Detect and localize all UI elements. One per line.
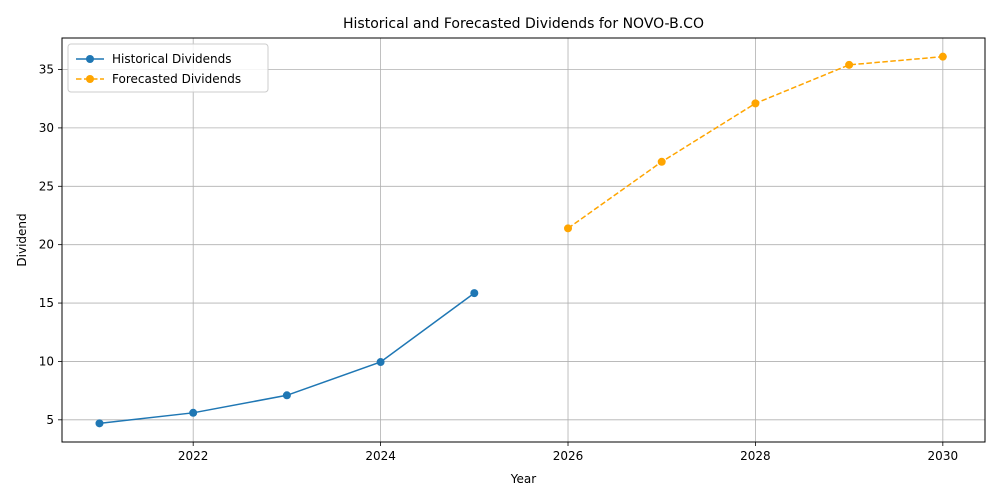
y-tick-label: 15 <box>39 296 54 310</box>
y-axis-ticks: 5 10 15 20 25 30 35 <box>39 63 62 427</box>
y-axis-label: Dividend <box>15 213 29 266</box>
legend-marker <box>86 55 94 63</box>
grid <box>62 38 985 442</box>
data-point <box>938 52 947 61</box>
data-point <box>470 289 479 298</box>
y-tick-label: 35 <box>39 63 54 77</box>
legend-box <box>67 43 269 93</box>
x-axis-label: Year <box>510 472 536 486</box>
y-tick-label: 10 <box>39 354 54 368</box>
series-line <box>99 292 475 425</box>
series-0 <box>95 289 479 428</box>
data-point <box>189 408 198 417</box>
x-tick-label: 2022 <box>178 449 209 463</box>
data-point <box>95 419 104 428</box>
data-point <box>376 358 385 367</box>
y-tick-label: 25 <box>39 179 54 193</box>
chart-title: Historical and Forecasted Dividends for … <box>343 16 704 32</box>
x-axis-ticks: 2022 2024 2026 2028 2030 <box>178 442 958 463</box>
data-point <box>751 99 760 108</box>
data-point <box>282 391 291 400</box>
plot-frame <box>61 37 986 443</box>
series-1 <box>564 52 947 233</box>
series-layer <box>95 52 947 428</box>
x-tick-label: 2024 <box>365 449 396 463</box>
y-tick-label: 20 <box>39 238 54 252</box>
legend: Historical Dividends Forecasted Dividends <box>67 43 269 93</box>
legend-label: Forecasted Dividends <box>112 72 241 86</box>
data-point <box>564 224 573 233</box>
x-tick-label: 2026 <box>553 449 584 463</box>
data-point <box>845 60 854 69</box>
y-tick-label: 5 <box>46 413 54 427</box>
x-tick-label: 2030 <box>928 449 959 463</box>
legend-marker <box>86 75 94 83</box>
data-point <box>657 157 666 166</box>
x-tick-label: 2028 <box>740 449 771 463</box>
legend-label: Historical Dividends <box>112 52 232 66</box>
y-tick-label: 30 <box>39 121 54 135</box>
